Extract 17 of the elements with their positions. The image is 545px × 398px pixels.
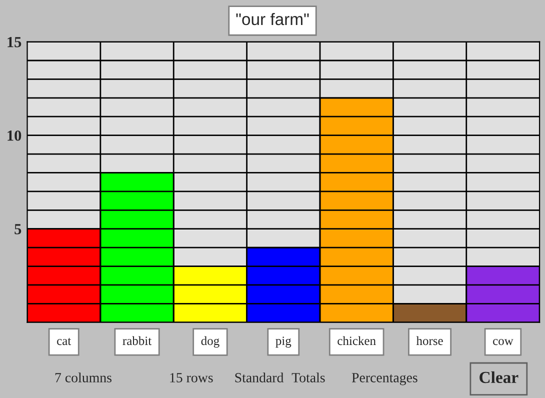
x-tick-label: rabbit: [122, 336, 152, 346]
x-tick-label: chicken: [338, 336, 376, 346]
text: 7 columns: [55, 372, 112, 382]
text: Totals: [292, 372, 325, 382]
x-tick-label: pig: [276, 336, 292, 348]
x-tick-label: cat: [57, 338, 72, 346]
text: Percentages: [352, 373, 418, 386]
text: Standard: [235, 372, 284, 382]
x-tick-label: cow: [493, 339, 514, 346]
y-tick-label: 15: [8, 37, 22, 48]
text: Clear: [480, 371, 518, 384]
y-tick-label: 10: [8, 130, 22, 141]
chart-title: "our farm": [236, 12, 309, 26]
x-tick-label: horse: [416, 336, 443, 346]
y-tick-label: 5: [14, 224, 22, 234]
x-tick-label: dog: [201, 336, 220, 348]
text: 15 rows: [170, 373, 213, 382]
